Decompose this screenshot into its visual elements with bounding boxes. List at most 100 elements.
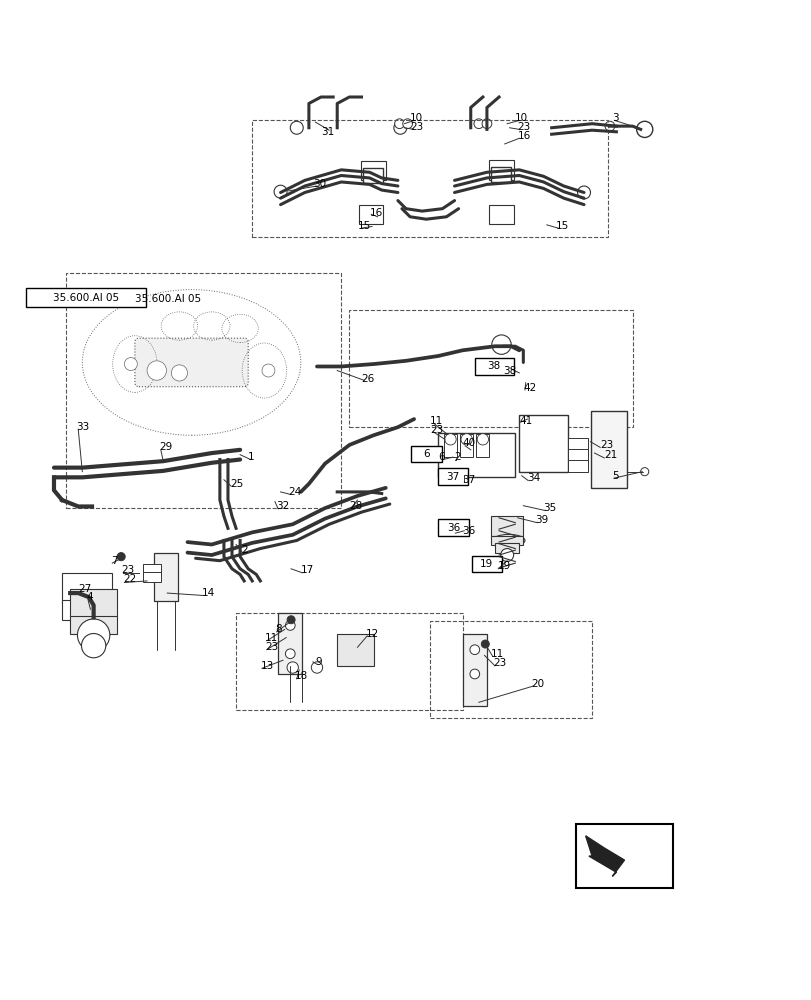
Text: 34: 34 [526, 473, 540, 483]
Bar [361, 161, 385, 180]
Text: 30: 30 [312, 179, 326, 189]
Circle shape [636, 121, 652, 137]
Text: 28: 28 [349, 501, 363, 511]
Circle shape [474, 119, 483, 129]
Text: 31: 31 [320, 127, 334, 137]
Text: 23: 23 [265, 642, 278, 652]
Text: 35.600.AI 05: 35.600.AI 05 [54, 293, 119, 303]
Bar [491, 167, 511, 182]
Text: 39: 39 [534, 515, 548, 525]
Text: 40: 40 [462, 438, 475, 448]
Text: 18: 18 [294, 671, 308, 681]
Text: 16: 16 [369, 208, 382, 218]
Bar [474, 358, 513, 375]
Bar [66, 273, 341, 508]
Bar [575, 824, 672, 888]
Circle shape [500, 549, 513, 562]
Circle shape [285, 649, 294, 659]
Polygon shape [585, 836, 624, 876]
Bar [278, 613, 302, 674]
Text: 8: 8 [275, 624, 281, 634]
Text: 38: 38 [503, 366, 516, 376]
Circle shape [470, 645, 479, 655]
Circle shape [117, 553, 125, 561]
Bar [476, 434, 489, 457]
Circle shape [262, 364, 275, 377]
Text: 36: 36 [447, 523, 460, 533]
Text: 23: 23 [410, 122, 423, 132]
Text: 20: 20 [530, 679, 544, 689]
Circle shape [393, 121, 406, 134]
Bar [437, 468, 468, 485]
Bar [519, 415, 567, 472]
Text: 2: 2 [454, 452, 461, 462]
Text: 11: 11 [430, 416, 443, 426]
Text: 23: 23 [599, 440, 612, 450]
Ellipse shape [492, 534, 524, 547]
Circle shape [481, 640, 489, 648]
Text: 15: 15 [555, 221, 569, 231]
Bar [143, 572, 161, 582]
Bar [491, 516, 523, 536]
Text: 27: 27 [78, 584, 92, 594]
Text: 19: 19 [497, 561, 510, 571]
Text: 16: 16 [517, 131, 530, 141]
Bar [62, 600, 112, 620]
FancyBboxPatch shape [135, 338, 248, 387]
Text: 32: 32 [277, 501, 290, 511]
Text: 2: 2 [241, 545, 247, 555]
Text: 6: 6 [438, 452, 444, 462]
Bar [70, 589, 117, 617]
Text: 26: 26 [361, 374, 375, 384]
Text: 3: 3 [611, 113, 618, 123]
Circle shape [311, 662, 322, 673]
Bar [70, 616, 117, 634]
Circle shape [287, 662, 298, 673]
Circle shape [477, 434, 488, 445]
Text: 23: 23 [121, 565, 135, 575]
Circle shape [124, 358, 137, 371]
Circle shape [171, 365, 187, 381]
Text: 4: 4 [86, 592, 93, 602]
Bar [567, 460, 587, 472]
Text: 29: 29 [159, 442, 172, 452]
Text: 1: 1 [248, 452, 255, 462]
Circle shape [290, 121, 303, 134]
Circle shape [577, 186, 590, 199]
Circle shape [604, 121, 614, 131]
Text: 23: 23 [493, 658, 506, 668]
Bar [430, 621, 591, 718]
Circle shape [491, 335, 511, 354]
Circle shape [444, 434, 456, 445]
Bar [444, 434, 457, 457]
Circle shape [147, 361, 166, 380]
Text: 13: 13 [260, 661, 273, 671]
Bar [438, 519, 469, 536]
Bar [489, 160, 513, 180]
Text: 9: 9 [315, 657, 322, 667]
Text: 17: 17 [300, 565, 314, 575]
Text: 37: 37 [446, 472, 459, 482]
Circle shape [482, 119, 491, 129]
Text: 7: 7 [110, 556, 117, 566]
Circle shape [77, 619, 109, 651]
Text: 36: 36 [462, 526, 475, 536]
Text: 11: 11 [491, 649, 504, 659]
Text: 15: 15 [357, 221, 371, 231]
Bar [495, 543, 519, 553]
Text: 25: 25 [230, 479, 243, 489]
Text: 42: 42 [523, 383, 536, 393]
Text: 21: 21 [603, 450, 616, 460]
Text: 22: 22 [122, 574, 136, 584]
Bar [491, 536, 523, 545]
Text: 6: 6 [423, 449, 429, 459]
Circle shape [81, 634, 105, 658]
Bar [567, 449, 587, 462]
Text: 11: 11 [265, 633, 278, 643]
Text: 33: 33 [76, 422, 90, 432]
Bar [27, 288, 146, 307]
Bar [337, 634, 373, 666]
Bar [143, 564, 161, 574]
Circle shape [470, 669, 479, 679]
Bar [460, 434, 473, 457]
